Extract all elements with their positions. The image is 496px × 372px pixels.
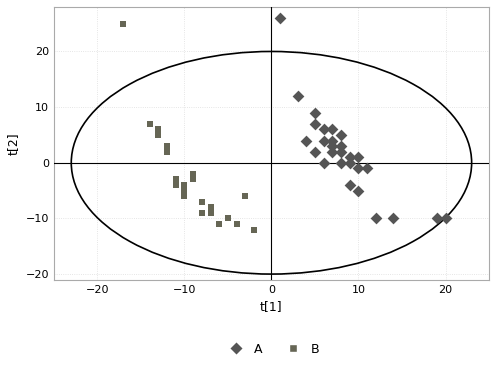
B: [154, 126, 162, 132]
A: [355, 154, 363, 160]
B: [120, 21, 127, 27]
A: [355, 187, 363, 193]
B: [181, 182, 188, 188]
B: [146, 121, 154, 127]
A: [328, 149, 336, 155]
A: [441, 215, 449, 221]
B: [206, 210, 214, 216]
A: [372, 215, 380, 221]
A: [328, 143, 336, 149]
B: [198, 199, 206, 205]
B: [189, 171, 197, 177]
B: [172, 176, 180, 182]
B: [242, 193, 249, 199]
A: [320, 160, 328, 166]
A: [337, 132, 345, 138]
A: [346, 182, 354, 188]
B: [206, 204, 214, 210]
A: [346, 160, 354, 166]
A: [337, 143, 345, 149]
A: [320, 126, 328, 132]
A: [337, 149, 345, 155]
A: [276, 15, 284, 21]
A: [328, 138, 336, 144]
B: [198, 210, 206, 216]
A: [311, 121, 319, 127]
B: [154, 132, 162, 138]
A: [311, 149, 319, 155]
B: [233, 221, 241, 227]
A: [311, 110, 319, 116]
A: [355, 166, 363, 171]
B: [224, 215, 232, 221]
B: [163, 149, 171, 155]
B: [250, 227, 258, 232]
A: [363, 166, 371, 171]
B: [172, 182, 180, 188]
Legend: A, B: A, B: [219, 338, 324, 361]
A: [328, 126, 336, 132]
Y-axis label: t[2]: t[2]: [7, 132, 20, 155]
A: [320, 138, 328, 144]
X-axis label: t[1]: t[1]: [260, 300, 283, 313]
B: [181, 193, 188, 199]
A: [337, 160, 345, 166]
A: [294, 93, 302, 99]
A: [433, 215, 441, 221]
B: [181, 187, 188, 193]
B: [189, 176, 197, 182]
A: [389, 215, 397, 221]
B: [215, 221, 223, 227]
A: [302, 138, 310, 144]
B: [163, 143, 171, 149]
A: [346, 154, 354, 160]
